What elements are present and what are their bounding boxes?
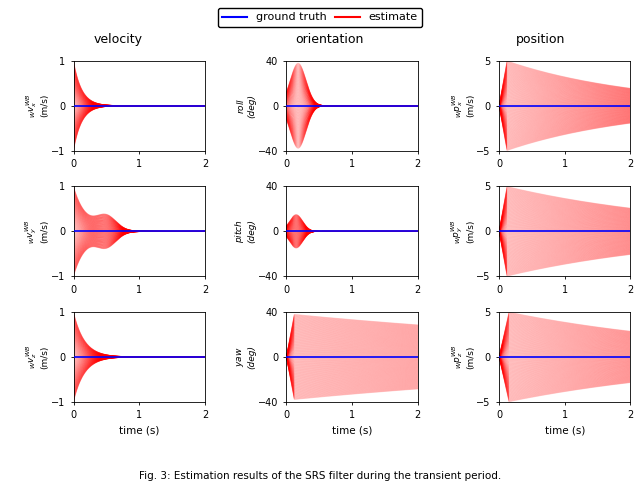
- X-axis label: time (s): time (s): [545, 426, 585, 436]
- X-axis label: time (s): time (s): [332, 426, 372, 436]
- Y-axis label: $roll$
(deg): $roll$ (deg): [235, 94, 256, 118]
- Y-axis label: $_W p_x^{WB}$
(m/s): $_W p_x^{WB}$ (m/s): [450, 94, 475, 118]
- Text: position: position: [516, 33, 566, 46]
- Text: Fig. 3: Estimation results of the SRS filter during the transient period.: Fig. 3: Estimation results of the SRS fi…: [139, 471, 501, 481]
- Legend: ground truth, estimate: ground truth, estimate: [218, 8, 422, 27]
- Text: orientation: orientation: [296, 33, 364, 46]
- X-axis label: time (s): time (s): [119, 426, 159, 436]
- Y-axis label: $_W p_y^{WB}$
(m/s): $_W p_y^{WB}$ (m/s): [449, 219, 475, 244]
- Y-axis label: $yaw$
(deg): $yaw$ (deg): [235, 345, 256, 369]
- Y-axis label: $_W v_y^{WB}$
(m/s): $_W v_y^{WB}$ (m/s): [24, 219, 50, 244]
- Y-axis label: $_W p_z^{WB}$
(m/s): $_W p_z^{WB}$ (m/s): [450, 344, 475, 369]
- Text: velocity: velocity: [94, 33, 143, 46]
- Y-axis label: $pitch$
(deg): $pitch$ (deg): [233, 219, 256, 244]
- Y-axis label: $_W v_z^{WB}$
(m/s): $_W v_z^{WB}$ (m/s): [24, 345, 50, 369]
- Y-axis label: $_W v_x^{WB}$
(m/s): $_W v_x^{WB}$ (m/s): [24, 94, 50, 118]
